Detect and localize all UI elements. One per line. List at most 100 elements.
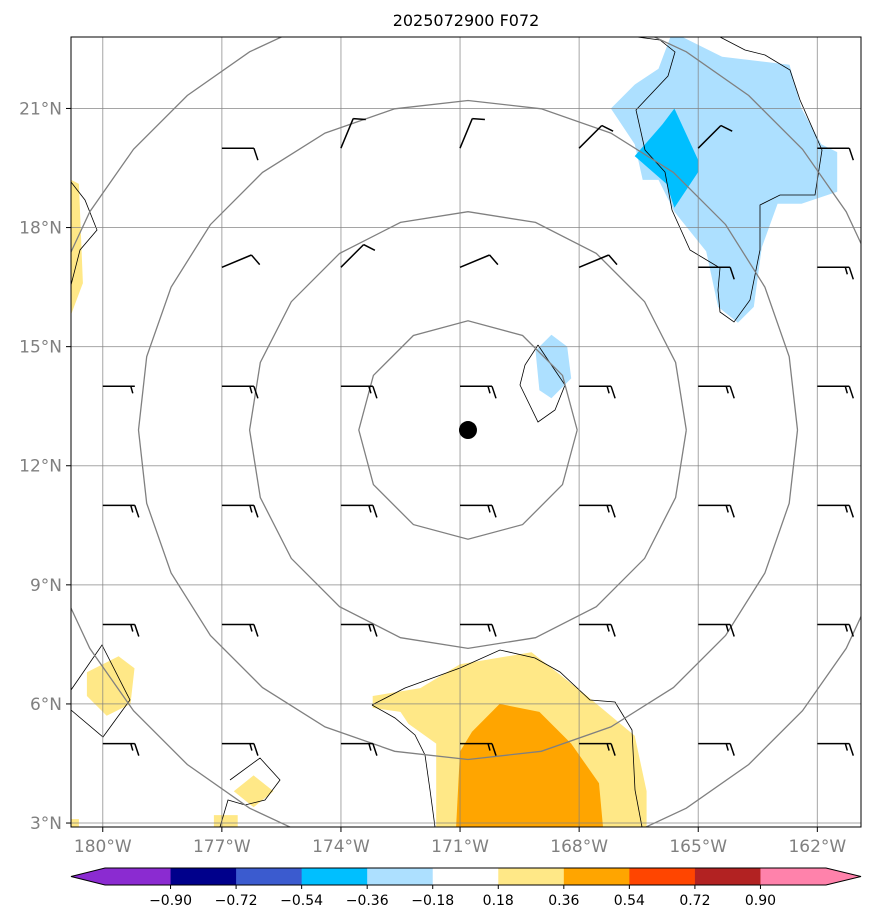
- wind-barb: [340, 504, 378, 518]
- colorbar-segment: [629, 868, 696, 885]
- colorbar-extend-high: [826, 868, 861, 885]
- y-tick-label: 3°N: [30, 814, 62, 834]
- wind-barb: [221, 254, 261, 268]
- wind-barb: [578, 124, 614, 149]
- colorbar-tick-label: 0.36: [548, 893, 579, 909]
- colorbar-tick-label: 0.54: [614, 893, 645, 909]
- y-axis-ticks: 3°N 6°N 9°N 12°N 15°N 18°N 21°N: [19, 99, 71, 834]
- wind-barb: [698, 504, 735, 518]
- wind-barb: [221, 623, 259, 637]
- wind-barb: [817, 742, 855, 756]
- colorbar: −0.90 −0.72 −0.54 −0.36 −0.18 0.18 0.36 0.54 0.7…: [70, 867, 862, 909]
- filled-region: [86, 656, 135, 716]
- wind-barb: [817, 623, 855, 637]
- x-tick-label: 174°W: [312, 837, 370, 857]
- y-tick-label: 6°N: [30, 695, 62, 715]
- wind-barb: [460, 385, 497, 399]
- wind-barb: [460, 623, 497, 637]
- island-outline: [371, 649, 643, 827]
- wind-barb: [340, 742, 378, 756]
- island-outline: [635, 37, 823, 323]
- map-frame: [70, 36, 862, 828]
- wind-barb: [817, 504, 855, 518]
- x-tick-label: 177°W: [193, 837, 251, 857]
- colorbar-segment: [301, 868, 368, 885]
- colorbar-outline: [70, 867, 862, 886]
- colorbar-segment: [694, 868, 761, 885]
- colorbar-tick-label: −0.18: [411, 893, 454, 909]
- chart-title: 2025072900 F072: [393, 11, 540, 30]
- filled-region: [71, 179, 83, 315]
- x-axis-ticks: 180°W 177°W 174°W 171°W 168°W 165°W 162°W: [74, 827, 846, 857]
- colorbar-tick-label: −0.54: [280, 893, 323, 909]
- wind-barb: [459, 117, 485, 149]
- colorbar-tick-label: 0.90: [745, 893, 776, 909]
- wind-barb: [579, 385, 616, 399]
- wind-barb: [697, 124, 733, 149]
- y-tick-label: 21°N: [19, 99, 62, 119]
- colorbar-segment: [236, 868, 303, 885]
- wind-barb: [102, 385, 135, 394]
- wind-barb: [102, 623, 140, 637]
- colorbar-segment: [105, 868, 172, 885]
- colorbar-tick-label: 0.72: [679, 893, 710, 909]
- filled-region: [233, 775, 274, 808]
- colorbar-tick-label: −0.72: [215, 893, 258, 909]
- wind-barb: [340, 385, 378, 399]
- wind-barb: [698, 266, 735, 280]
- colorbar-segment: [170, 868, 237, 885]
- wind-barb: [459, 254, 499, 268]
- island-outlines: [71, 37, 823, 827]
- y-tick-label: 15°N: [19, 338, 62, 358]
- wind-barb: [221, 385, 259, 399]
- wind-barb: [460, 742, 497, 756]
- wind-barb: [340, 243, 376, 268]
- colorbar-segment: [367, 868, 434, 885]
- range-ring: [248, 211, 687, 650]
- wind-barb: [340, 623, 378, 637]
- wind-barb: [579, 742, 616, 756]
- y-tick-label: 18°N: [19, 219, 62, 239]
- wind-barb: [221, 504, 259, 518]
- colorbar-segment: [563, 868, 630, 885]
- x-tick-label: 162°W: [788, 837, 846, 857]
- wind-barb: [698, 742, 735, 756]
- wind-barb: [102, 504, 140, 518]
- wind-barb: [817, 266, 855, 280]
- wind-barb: [578, 254, 618, 268]
- filled-region: [213, 815, 238, 827]
- colorbar-extend-low: [71, 868, 105, 885]
- x-tick-label: 168°W: [550, 837, 608, 857]
- island-outline: [371, 704, 436, 827]
- storm-center-marker: [458, 421, 477, 440]
- island-outline: [71, 644, 131, 738]
- y-tick-label: 9°N: [30, 576, 62, 596]
- x-tick-label: 180°W: [74, 837, 132, 857]
- wind-barb: [579, 623, 616, 637]
- wind-barb: [817, 385, 855, 399]
- colorbar-segment: [432, 868, 499, 885]
- gridlines: [71, 37, 861, 827]
- range-ring: [71, 37, 861, 827]
- wind-barb: [579, 504, 616, 518]
- range-rings: [71, 37, 861, 827]
- colorbar-tick-label: −0.90: [149, 893, 192, 909]
- x-tick-label: 171°W: [431, 837, 489, 857]
- wind-barbs: [102, 117, 855, 756]
- colorbar-tick-label: −0.36: [346, 893, 389, 909]
- wind-barb: [221, 742, 259, 756]
- island-outline: [71, 181, 98, 286]
- range-ring: [137, 99, 799, 761]
- wind-barb: [102, 742, 140, 756]
- filled-region: [634, 108, 699, 208]
- wind-barb: [221, 147, 259, 161]
- wind-barb: [698, 623, 735, 637]
- wind-barb: [460, 504, 497, 518]
- colorbar-tick-label: 0.18: [483, 893, 514, 909]
- island-outline: [219, 757, 281, 827]
- y-tick-label: 12°N: [19, 457, 62, 477]
- wind-barb: [340, 117, 366, 149]
- wind-barb: [698, 385, 735, 399]
- x-tick-label: 165°W: [669, 837, 727, 857]
